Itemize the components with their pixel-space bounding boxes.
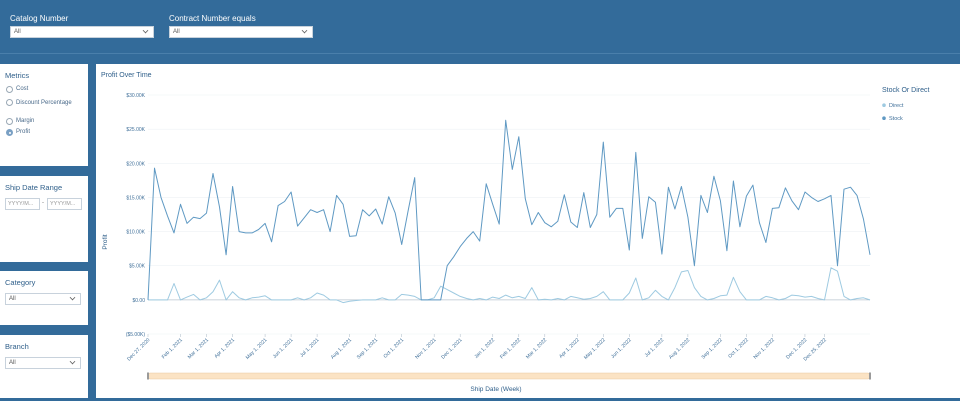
- x-tick-label: Feb 1, 2022: [499, 337, 522, 360]
- x-tick-label: May 1, 2021: [245, 337, 269, 361]
- category-title: Category: [5, 278, 36, 287]
- x-tick-label: Dec 27, 2020: [126, 337, 151, 362]
- y-tick-label: $5.00K: [129, 264, 146, 270]
- ship-date-range-panel: Ship Date Range YYYY/M... - YYYY/M...: [0, 176, 88, 262]
- y-tick-label: $10.00K: [126, 230, 145, 236]
- branch-title: Branch: [5, 342, 29, 351]
- x-tick-label: Jun 1, 2022: [610, 337, 633, 360]
- catalog-select[interactable]: All: [10, 26, 154, 38]
- radio-selected-icon[interactable]: [6, 129, 13, 136]
- legend-title: Stock Or Direct: [882, 87, 930, 94]
- branch-panel: Branch All: [0, 335, 88, 398]
- y-tick-label: $15.00K: [126, 195, 145, 201]
- contract-filter-label: Contract Number equals: [169, 14, 256, 23]
- x-tick-label: Aug 1, 2022: [668, 337, 691, 360]
- branch-select[interactable]: All: [5, 357, 81, 369]
- x-tick-label: Oct 1, 2022: [727, 337, 750, 360]
- x-tick-label: Mar 1, 2022: [525, 337, 548, 360]
- metric-option-margin[interactable]: Margin: [6, 118, 34, 125]
- y-tick-label: $20.00K: [126, 161, 145, 167]
- series-line-stock: [147, 119, 871, 301]
- date-separator: -: [42, 200, 44, 206]
- contract-select-value: All: [173, 29, 180, 35]
- profit-chart: ($5.00K) $0.00 $5.00K $10.00K $15.00K $20.00K…: [102, 87, 930, 393]
- x-tick-label: Aug 1, 2021: [330, 337, 353, 360]
- metric-option-cost[interactable]: Cost: [6, 86, 28, 93]
- chart-title: Profit Over Time: [101, 72, 152, 79]
- metric-option-label: Profit: [16, 129, 31, 135]
- x-tick-label: Jun 1, 2021: [272, 337, 295, 360]
- x-tick-label: Apr 1, 2021: [213, 337, 236, 360]
- contract-select[interactable]: All: [169, 26, 313, 38]
- metric-option-discount[interactable]: Discount Percentage: [6, 99, 76, 107]
- branch-select-value: All: [9, 360, 16, 366]
- x-tick-label: Sep 1, 2022: [700, 337, 723, 360]
- scrollbar-handle-right[interactable]: [869, 372, 871, 380]
- x-tick-label: Jan 1, 2022: [473, 337, 496, 360]
- x-tick-label: Nov 1, 2022: [753, 337, 776, 360]
- catalog-select-value: All: [14, 29, 21, 35]
- chevron-down-icon: [69, 294, 76, 301]
- metrics-title: Metrics: [5, 71, 30, 80]
- scrollbar-handle-left[interactable]: [147, 372, 149, 380]
- x-tick-label: Jul 1, 2022: [644, 337, 666, 359]
- metric-option-label: Discount Percentage: [16, 100, 72, 106]
- x-tick-label: Jul 1, 2021: [299, 337, 321, 359]
- chevron-down-icon: [69, 358, 76, 365]
- legend-label-direct: Direct: [889, 103, 904, 109]
- contract-filter: Contract Number equals All: [169, 14, 313, 38]
- x-tick-label: Oct 1, 2021: [383, 337, 406, 360]
- date-range-scrollbar[interactable]: [147, 372, 871, 380]
- x-tick-label: Feb 1, 2021: [161, 337, 184, 360]
- filter-bar: Catalog Number All Contract Number equal…: [0, 0, 960, 54]
- y-axis-label: Profit: [102, 234, 109, 249]
- y-tick-label: $30.00K: [126, 93, 145, 99]
- metric-option-label: Cost: [16, 86, 29, 92]
- radio-icon[interactable]: [6, 86, 13, 93]
- legend-marker: [882, 116, 886, 120]
- chevron-down-icon: [142, 27, 149, 34]
- y-tick-label: $0.00: [132, 298, 145, 304]
- x-tick-label: Mar 1, 2021: [187, 337, 210, 360]
- catalog-filter: Catalog Number All: [10, 14, 154, 38]
- metrics-panel: Metrics Cost Discount Percentage Margin …: [0, 64, 88, 166]
- ship-date-range-title: Ship Date Range: [5, 183, 63, 192]
- x-tick-label: May 1, 2022: [583, 337, 607, 361]
- catalog-filter-label: Catalog Number: [10, 14, 69, 23]
- x-tick-label: Apr 1, 2022: [558, 337, 581, 360]
- legend-label-stock: Stock: [889, 116, 903, 122]
- chart-panel: Profit Over Time ($5.00K) $0.00 $5.00K $10.…: [96, 64, 960, 398]
- legend-marker: [882, 103, 886, 107]
- metric-option-profit[interactable]: Profit: [6, 129, 30, 136]
- end-date-input[interactable]: YYYY/M...: [47, 198, 82, 210]
- category-select[interactable]: All: [5, 293, 81, 305]
- category-panel: Category All: [0, 271, 88, 325]
- start-date-input[interactable]: YYYY/M...: [5, 198, 40, 210]
- chevron-down-icon: [301, 27, 308, 34]
- x-tick-label: Nov 1, 2021: [414, 337, 437, 360]
- radio-icon[interactable]: [6, 118, 13, 125]
- x-tick-label: Dec 1, 2021: [440, 337, 463, 360]
- metric-option-label: Margin: [16, 118, 35, 124]
- series-line-direct: [148, 267, 871, 304]
- y-tick-label: $25.00K: [126, 127, 145, 133]
- x-tick-label: Sep 1, 2021: [356, 337, 379, 360]
- category-select-value: All: [9, 296, 16, 302]
- y-tick-label: ($5.00K): [126, 332, 146, 338]
- x-axis-label: Ship Date (Week): [470, 386, 521, 393]
- radio-icon[interactable]: [6, 99, 13, 106]
